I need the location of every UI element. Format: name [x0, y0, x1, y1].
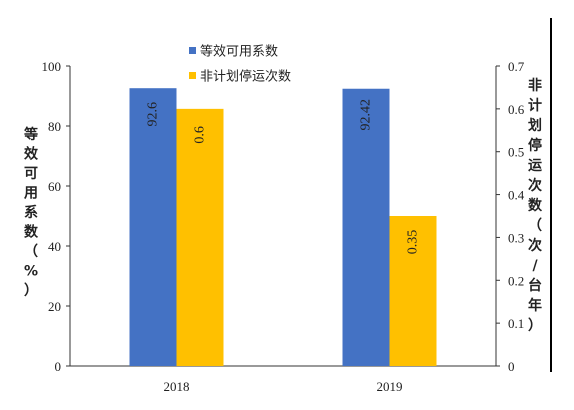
left-tick-label: 60 — [48, 179, 61, 194]
right-axis-title-char: 次 — [528, 237, 542, 254]
right-axis-title-char: 划 — [528, 117, 542, 134]
right-tick-label: 0.1 — [508, 316, 524, 331]
right-axis-title-char: 次 — [528, 177, 542, 194]
left-axis-title-char: 数 — [24, 224, 39, 241]
right-axis-title-char: / — [532, 258, 538, 274]
right-axis-title-char: ） — [528, 318, 542, 334]
left-tick-label: 20 — [48, 299, 61, 314]
category-label: 2019 — [377, 379, 403, 394]
bar-outage-2019 — [389, 216, 437, 366]
right-axis-title-char: 数 — [528, 197, 543, 214]
left-tick-label: 80 — [48, 119, 61, 134]
bar-data-label: 92.42 — [359, 99, 374, 130]
right-tick-label: 0.3 — [508, 230, 524, 245]
left-tick-label: 0 — [55, 359, 62, 374]
legend-label: 非计划停运次数 — [200, 69, 291, 85]
right-tick-label: 0.7 — [508, 59, 525, 74]
right-axis-title-char: 非 — [528, 77, 542, 94]
right-axis-title-char: 年 — [528, 297, 542, 314]
right-tick-label: 0.6 — [508, 102, 525, 117]
bar-data-label: 0.35 — [406, 230, 421, 255]
legend-label: 等效可用系数 — [200, 44, 278, 60]
right-tick-label: 0.2 — [508, 273, 524, 288]
left-axis-title-char: 系 — [24, 204, 38, 221]
left-tick-label: 40 — [48, 239, 61, 254]
left-axis-title-char: 用 — [24, 186, 38, 202]
bar-data-label: 0.6 — [193, 126, 208, 144]
left-axis-title-char: ） — [24, 283, 38, 299]
left-axis-title-char: 可 — [24, 166, 38, 182]
right-tick-label: 0 — [508, 359, 515, 374]
left-axis-title-char: 等 — [24, 126, 38, 143]
right-axis-title-char: 运 — [528, 158, 542, 174]
left-axis-title-char: 效 — [24, 146, 39, 163]
left-tick-label: 100 — [42, 59, 62, 74]
right-axis-title-char: 计 — [528, 97, 542, 114]
right-axis-title-char: 台 — [528, 277, 542, 294]
right-tick-label: 0.4 — [508, 188, 525, 203]
legend-swatch — [189, 47, 196, 54]
left-axis-title-char: （ — [24, 244, 38, 260]
right-axis-title-char: （ — [528, 218, 542, 234]
right-axis-title-char: 停 — [528, 137, 542, 154]
bar-data-label: 92.6 — [146, 102, 161, 127]
bar-outage-2018 — [176, 108, 224, 366]
legend-swatch — [189, 72, 196, 79]
left-axis-title-char: % — [24, 264, 38, 280]
right-tick-label: 0.5 — [508, 145, 524, 160]
category-label: 2018 — [164, 379, 190, 394]
bar-availability-2019 — [342, 88, 390, 367]
bar-availability-2018 — [129, 88, 177, 366]
